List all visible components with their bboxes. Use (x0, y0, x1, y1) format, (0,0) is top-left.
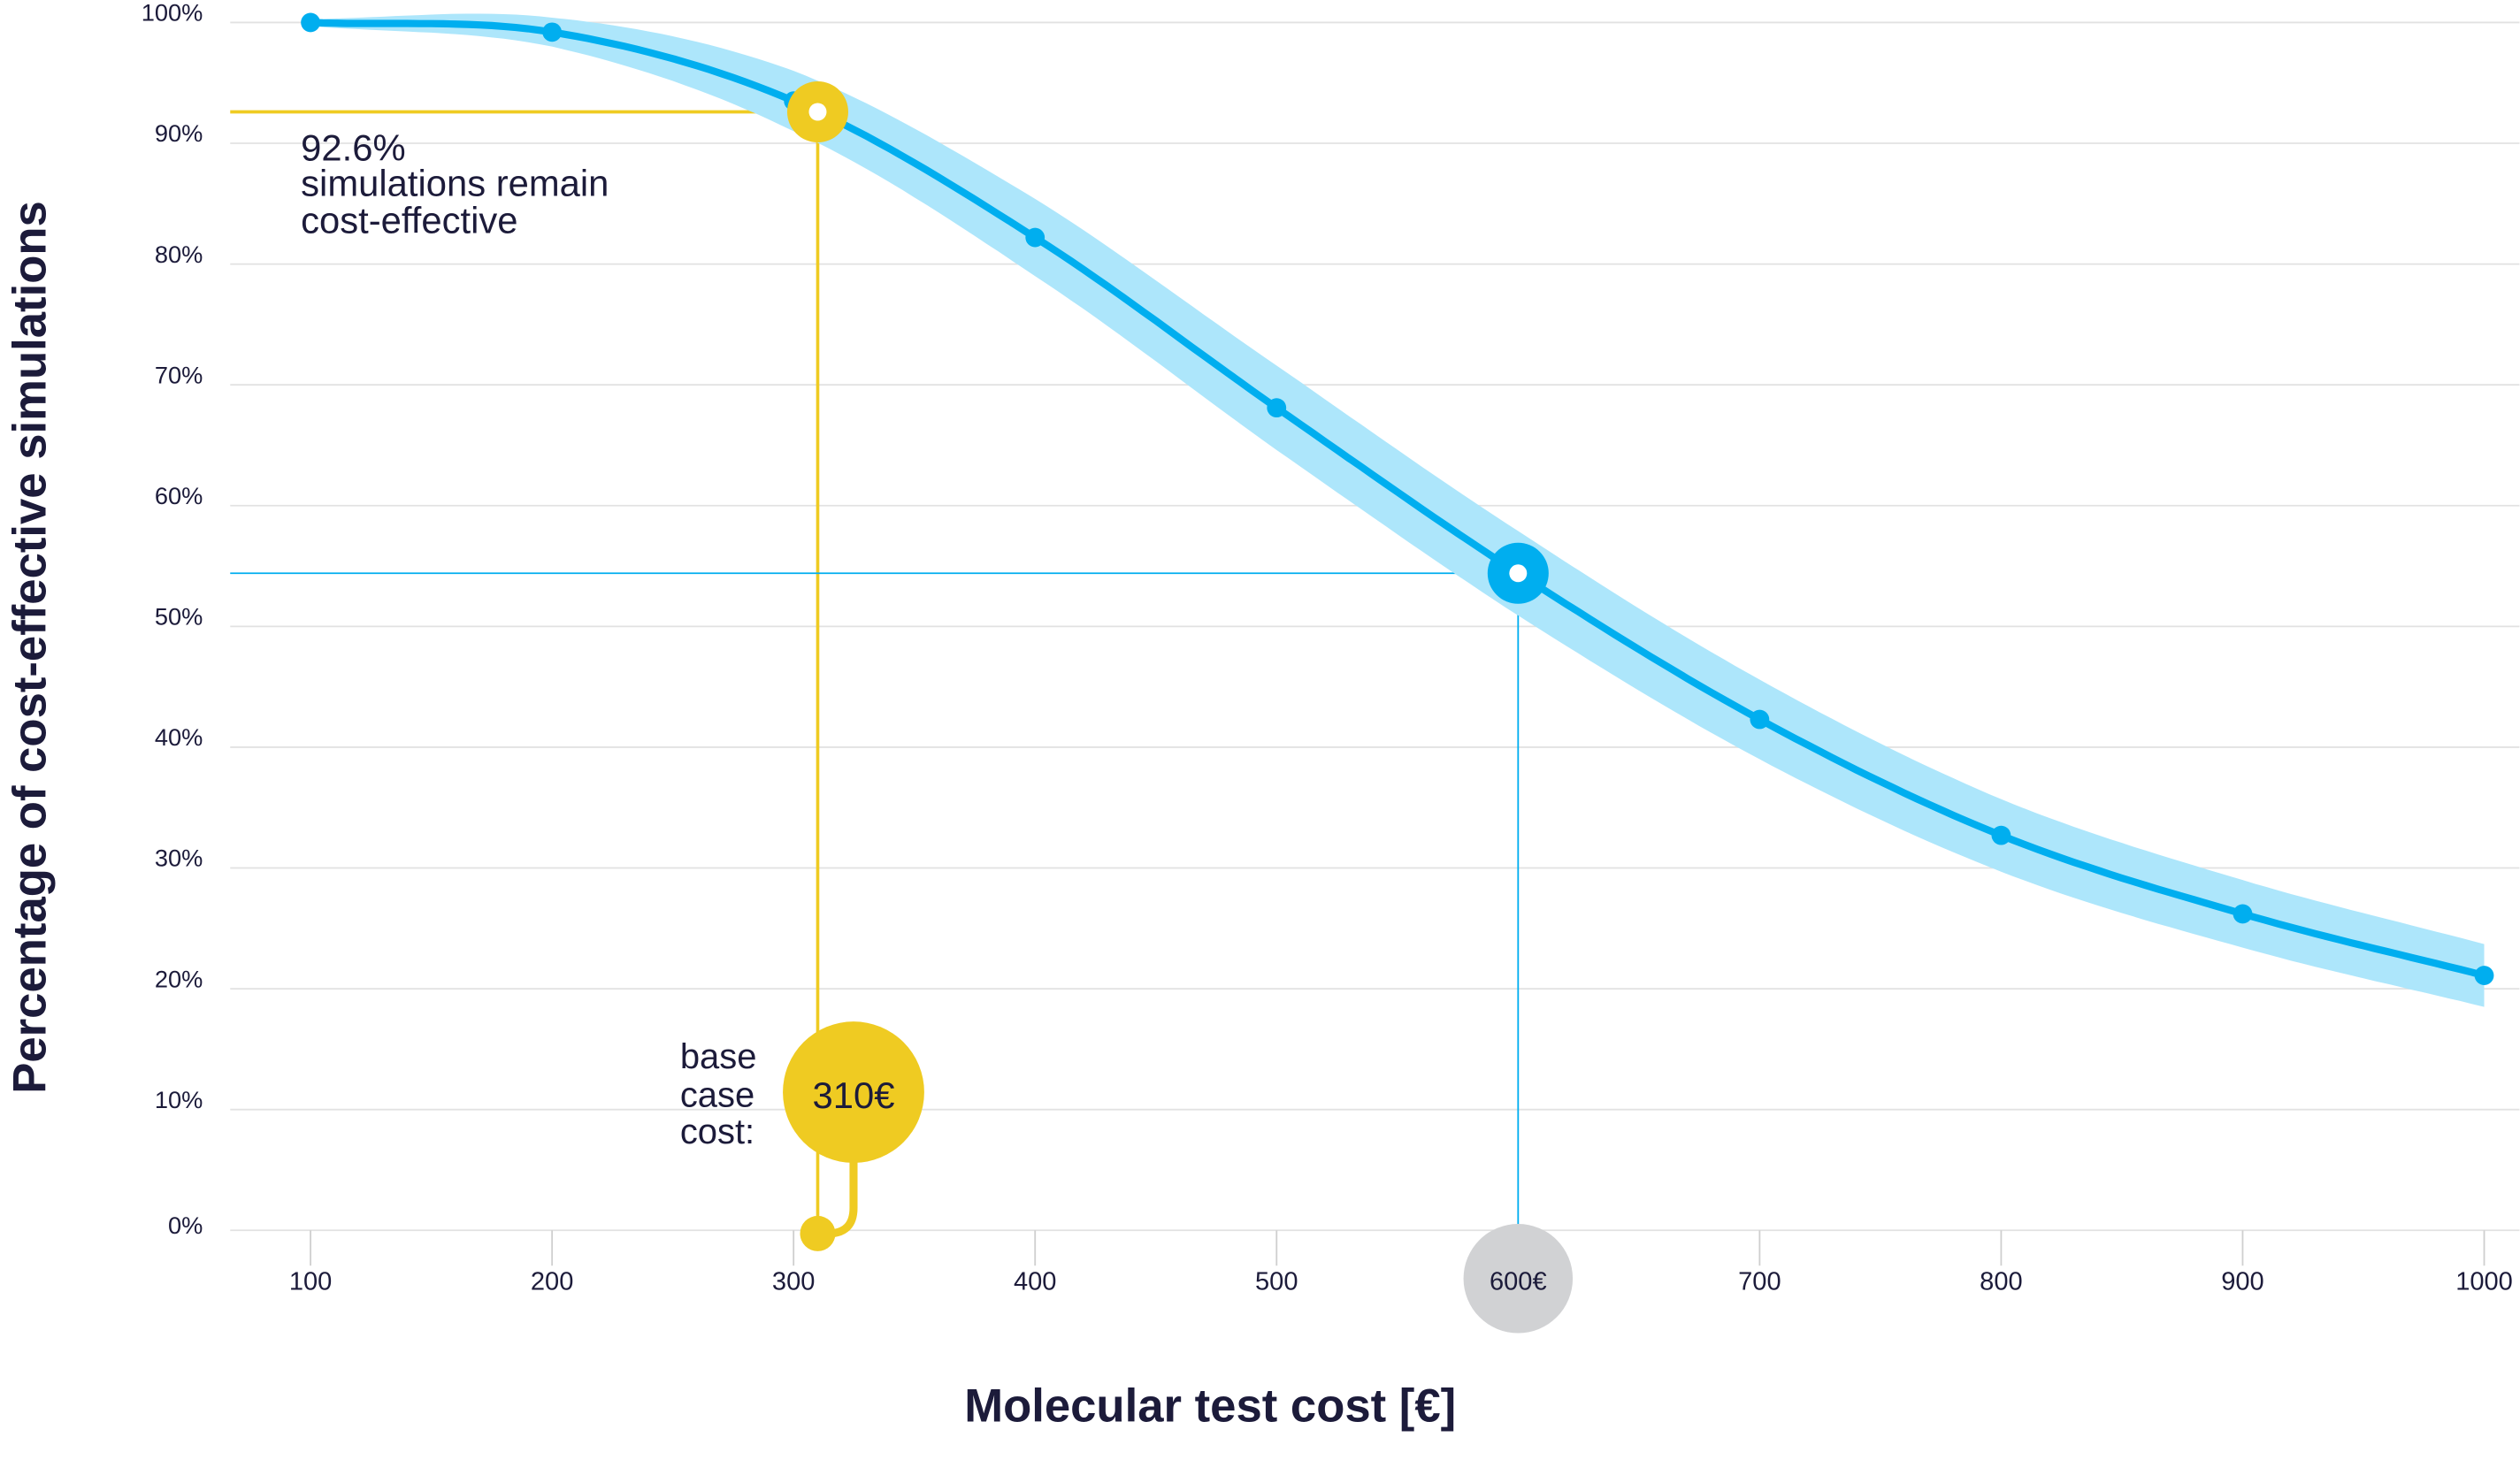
y-tick-label: 80% (155, 241, 203, 268)
y-tick-label: 100% (142, 0, 203, 27)
x-tick-label: 800 (1980, 1267, 2022, 1296)
data-point (1991, 825, 2011, 845)
base-case-caption-1: base (680, 1037, 757, 1076)
series-line (310, 19, 2486, 979)
base-case-marker-center (808, 103, 827, 121)
gridlines (230, 21, 2520, 1266)
base-case-percent: 92.6% (301, 127, 405, 169)
data-points (301, 12, 2494, 985)
threshold-cost-badge (1463, 1224, 1574, 1334)
data-point (542, 22, 563, 42)
y-tick-label: 10% (155, 1086, 203, 1113)
y-tick-label: 60% (155, 482, 203, 509)
data-point (1025, 227, 1046, 248)
base-case-cost-label: 310€ (813, 1074, 895, 1116)
y-tick-label: 20% (155, 965, 203, 992)
y-tick-label: 90% (155, 119, 203, 147)
base-case-axis-marker (800, 1215, 836, 1251)
data-point (2474, 966, 2494, 985)
base-case-caption-3: cost: (680, 1112, 754, 1151)
confidence-band (310, 13, 2485, 1007)
x-tick-label: 300 (772, 1267, 815, 1296)
x-tick-labels: 100 200 300 400 500 600€ 700 800 900 1000 (289, 1224, 2513, 1334)
data-point (1267, 398, 1287, 418)
y-tick-label: 0% (168, 1212, 203, 1239)
highlight-markers (783, 80, 1549, 1251)
data-point (1750, 709, 1770, 730)
base-case-text-line-2: cost-effective (301, 199, 517, 241)
y-tick-label: 40% (155, 723, 203, 751)
x-tick-label: 100 (289, 1267, 332, 1296)
base-case-connector (827, 1156, 858, 1238)
y-tick-labels: 0% 10% 20% 30% 40% 50% 60% 70% 80% 90% 100% (142, 0, 203, 1239)
x-tick-label: 600€ (1490, 1267, 1547, 1296)
base-case-caption-2: case (680, 1075, 754, 1114)
x-tick-label: 900 (2221, 1267, 2263, 1296)
x-tick-label: 400 (1014, 1267, 1056, 1296)
data-point (2233, 904, 2253, 924)
base-case-cost-bubble (783, 1021, 924, 1163)
y-tick-label: 70% (155, 361, 203, 388)
y-axis-title: Percentage of cost-effective simulations (4, 201, 56, 1094)
x-axis-title: Molecular test cost [€] (964, 1380, 1456, 1432)
x-tick-label: 700 (1738, 1267, 1781, 1296)
x-tick-label: 1000 (2455, 1267, 2513, 1296)
x-tick-label: 200 (531, 1267, 573, 1296)
base-case-text-line-1: simulations remain (301, 163, 609, 204)
data-point (301, 12, 320, 33)
y-tick-label: 50% (155, 603, 203, 631)
x-tick-label: 500 (1255, 1267, 1298, 1296)
y-tick-label: 30% (155, 845, 203, 872)
threshold-marker-center (1509, 564, 1528, 583)
